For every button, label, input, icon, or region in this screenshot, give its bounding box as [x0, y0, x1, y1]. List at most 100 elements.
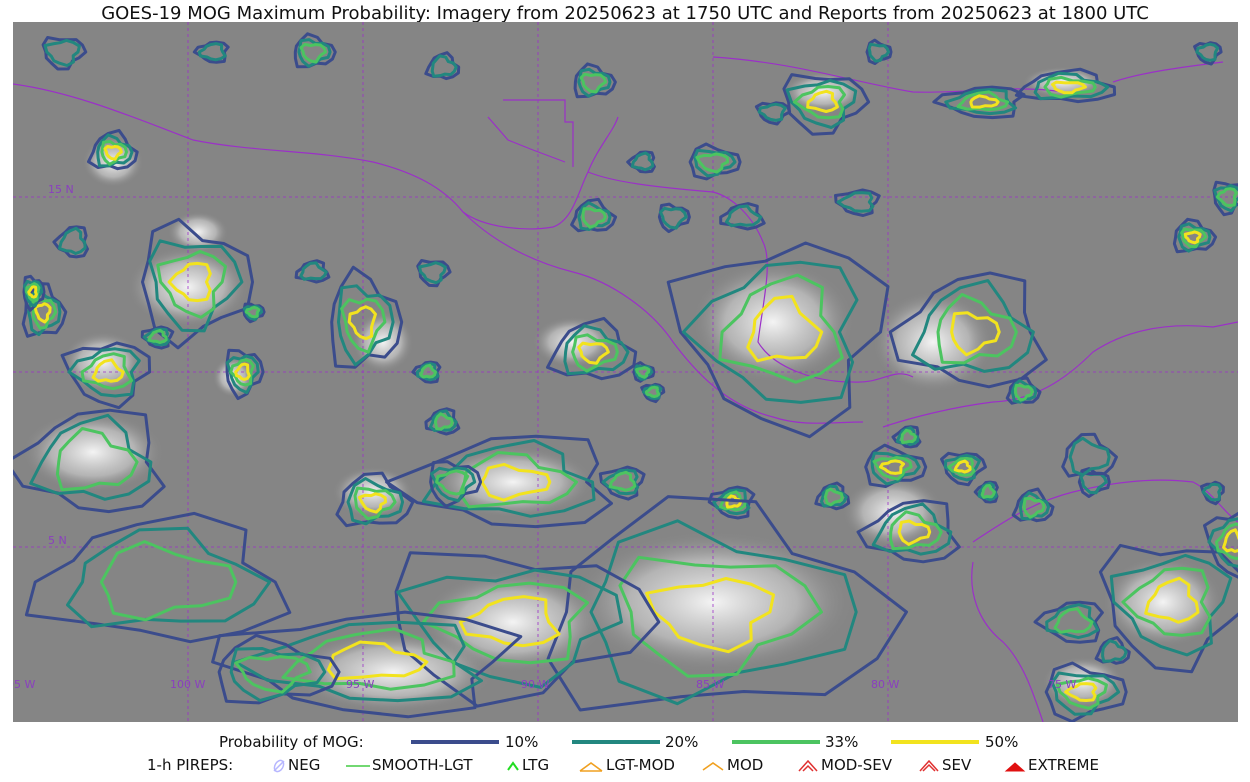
contour-20: [197, 42, 227, 62]
contour-33: [353, 486, 397, 521]
contour-20: [977, 481, 998, 502]
contour-33: [99, 540, 238, 622]
contour-10: [864, 443, 928, 488]
contour-50: [1222, 528, 1238, 553]
contour-20: [430, 54, 458, 78]
contour-20: [577, 67, 612, 98]
contour-33: [823, 487, 844, 507]
contour-20: [589, 519, 858, 706]
contour-10: [1044, 661, 1128, 722]
ltg-icon: [507, 760, 519, 771]
contour-20: [297, 38, 332, 68]
contour-33: [229, 358, 255, 387]
contour-33: [147, 328, 168, 344]
contour-33: [608, 470, 637, 492]
contour-50: [458, 595, 561, 648]
contour-10: [1061, 432, 1118, 478]
pirep-ltg-label: LTG: [522, 756, 550, 774]
contour-10: [1014, 67, 1117, 104]
cloud-blob: [1103, 557, 1223, 647]
pirep-mod-sev: MOD-SEV: [797, 756, 892, 774]
contour-50: [746, 294, 824, 363]
contour-33: [299, 42, 328, 64]
legend-swatch-20: [572, 740, 660, 744]
legend-label-10: 10%: [505, 733, 539, 751]
pirep-neg: NEG: [272, 756, 320, 774]
contour-20: [1033, 71, 1110, 101]
contour-20: [1018, 491, 1050, 521]
contour-33: [1043, 75, 1097, 99]
contour-33: [100, 140, 128, 166]
contour-33: [1053, 607, 1094, 634]
lon-label-90w: 90 W: [521, 678, 550, 691]
pirep-ltg: LTG: [506, 756, 549, 774]
lon-label-100w: 100 W: [170, 678, 206, 691]
central-america-caribbean-coast: [587, 171, 914, 383]
contour-10: [888, 271, 1048, 389]
probability-contours: [13, 32, 1238, 722]
contour-10: [1011, 487, 1055, 523]
contour-10: [211, 610, 523, 719]
south-america-coast: [882, 321, 1238, 428]
contour-10: [293, 32, 337, 69]
pirep-mod: MOD: [701, 756, 763, 774]
contour-20: [943, 453, 981, 482]
contour-20: [1050, 671, 1121, 716]
satellite-imagery: [13, 22, 1238, 722]
contour-20: [229, 647, 327, 702]
contour-10: [192, 40, 230, 64]
contour-20: [299, 261, 328, 281]
pirep-mod-label: MOD: [727, 756, 764, 774]
contour-50: [357, 492, 387, 514]
cloud-blob: [353, 312, 413, 372]
contour-33: [579, 72, 608, 94]
contour-33: [55, 427, 139, 492]
contour-50: [347, 305, 377, 341]
smooth-lgt-icon: [346, 764, 370, 767]
contour-20: [712, 488, 751, 516]
contour-20: [601, 468, 640, 496]
contour-33: [419, 363, 437, 379]
contour-10: [932, 85, 1026, 120]
neg-icon: [273, 759, 285, 772]
lon-label-75w: 75 W: [1048, 678, 1077, 691]
contour-20: [867, 42, 891, 63]
contour-50: [806, 89, 839, 113]
contour-10: [570, 197, 618, 233]
contour-33: [571, 333, 619, 373]
pirep-lgt-mod-label: LGT-MOD: [606, 756, 675, 774]
contour-10: [411, 360, 442, 384]
contour-10: [546, 495, 908, 712]
contour-10: [814, 481, 851, 511]
contour-10: [856, 499, 961, 564]
contour-20: [871, 502, 953, 556]
contour-50: [103, 145, 123, 161]
extreme-icon: [1004, 761, 1026, 771]
contour-20: [29, 413, 153, 501]
contour-10: [666, 241, 890, 439]
sev-icon: [919, 759, 939, 772]
contour-33: [900, 428, 918, 444]
contour-33: [956, 90, 1010, 112]
contour-33: [1215, 187, 1238, 208]
contour-33: [635, 366, 651, 379]
contour-20: [563, 324, 630, 376]
cloud-blob: [23, 412, 163, 492]
contour-50: [969, 94, 1000, 109]
mexico-coastline: [13, 83, 619, 230]
contour-10: [546, 316, 638, 381]
contour-33: [340, 297, 387, 354]
probability-legend-title: Probability of MOG:: [219, 733, 364, 751]
contour-50: [91, 358, 125, 383]
contour-50: [725, 494, 743, 509]
contour-50: [577, 341, 610, 365]
contour-10: [52, 225, 89, 259]
contour-33: [435, 469, 470, 496]
lon-label-85w: 85 W: [696, 678, 725, 691]
contour-50: [1051, 80, 1087, 95]
contour-10: [13, 408, 166, 514]
lat-label-5n: 5 N: [48, 534, 67, 547]
legend-swatch-50: [891, 740, 979, 744]
pirep-sev-label: SEV: [942, 756, 972, 774]
contour-50: [1064, 682, 1098, 702]
